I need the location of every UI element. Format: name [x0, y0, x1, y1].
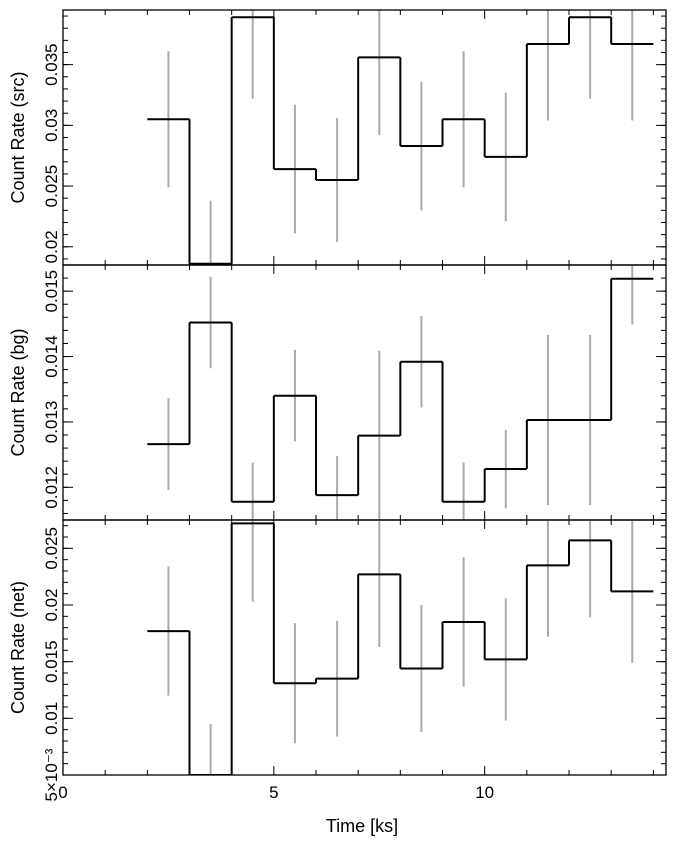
panel-frame-0: [62, 9, 667, 266]
y-tick-label-2-2: 0.015: [42, 640, 61, 683]
plot-area-2: [147, 520, 654, 775]
panel-frame-1: [62, 264, 667, 521]
y-axis-title-2: Count Rate (net): [8, 581, 28, 714]
y-tick-label-0-2: 0.03: [42, 109, 61, 142]
panel-2: 5×10⁻³ 0.01 0.015 0.02 0.025 Count Rate (net): [8, 519, 667, 801]
x-tick-label-0: 0: [58, 783, 67, 802]
panel-1: 0.012 0.013 0.014 0.015 Count Rate (bg): [8, 264, 667, 521]
y-tick-label-1-1: 0.013: [42, 401, 61, 444]
y-tick-label-2-3: 0.02: [42, 588, 61, 621]
y-axis-title-0: Count Rate (src): [8, 71, 28, 203]
y-tick-label-0-1: 0.025: [42, 165, 61, 208]
plot-area-1: [147, 265, 654, 520]
y-tick-label-1-3: 0.015: [42, 270, 61, 313]
y-tick-label-0-0: 0.02: [42, 230, 61, 263]
y-tick-label-1-2: 0.014: [42, 335, 61, 378]
y-tick-label-0-3: 0.035: [42, 43, 61, 86]
y-tick-label-1-0: 0.012: [42, 466, 61, 509]
x-tick-labels: 0 5 10: [58, 783, 494, 802]
plot-area-0: [147, 10, 654, 265]
y-tick-label-2-1: 0.01: [42, 702, 61, 735]
panel-0: 0.02 0.025 0.03 0.035 Count Rate (src): [8, 9, 667, 266]
panel-frame-2: [62, 519, 667, 776]
y-axis-title-1: Count Rate (bg): [8, 328, 28, 456]
x-axis-title: Time [ks]: [326, 816, 398, 836]
y-tick-label-2-0: 5×10⁻³: [42, 748, 61, 801]
y-tick-label-2-4: 0.025: [42, 527, 61, 570]
x-tick-label-2: 10: [475, 783, 494, 802]
x-tick-label-1: 5: [269, 783, 278, 802]
